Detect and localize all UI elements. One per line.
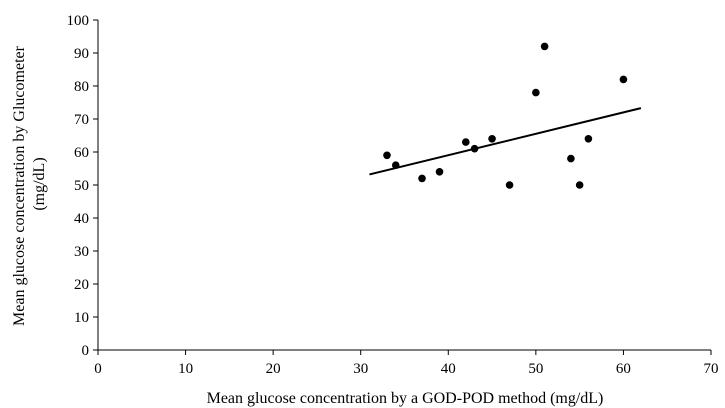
data-point — [575, 181, 584, 189]
data-point — [470, 144, 479, 153]
y-axis-title: Mean glucose concentration by Glucometer… — [11, 42, 48, 326]
data-point — [619, 75, 628, 84]
x-tick-label: 70 — [704, 361, 719, 377]
y-axis-title-line1: Mean glucose concentration by Glucometer — [11, 45, 28, 326]
data-point — [505, 181, 514, 189]
x-tick-label: 20 — [266, 361, 281, 377]
trendline-group — [369, 107, 642, 176]
y-tick-label: 80 — [74, 79, 89, 95]
data-point — [488, 135, 496, 143]
y-tick-label: 0 — [82, 343, 90, 359]
y-tick-label: 90 — [74, 46, 89, 62]
trendline — [369, 107, 642, 176]
y-tick-label: 10 — [74, 310, 89, 326]
y-tick-label: 70 — [74, 112, 89, 128]
data-point — [532, 88, 540, 97]
x-tick-label: 50 — [528, 361, 543, 377]
y-tick-label: 60 — [74, 145, 89, 161]
y-tick-label: 40 — [74, 211, 89, 227]
x-tick-label: 60 — [616, 361, 631, 377]
data-point — [540, 42, 549, 51]
y-tick-label: 100 — [67, 13, 90, 29]
data-point — [383, 151, 391, 160]
data-point — [584, 135, 593, 143]
data-point — [567, 154, 575, 163]
x-axis-title: Mean glucose concentration by a GOD-POD … — [207, 390, 604, 407]
x-tick-label: 40 — [441, 361, 456, 377]
y-axis-title-line2: (mg/dL) — [31, 157, 48, 210]
y-axis-ticks: 0 10 20 30 40 50 60 70 80 90 100 — [67, 13, 98, 359]
x-axis-ticks: 0 10 20 30 40 50 60 70 — [94, 350, 719, 377]
y-tick-label: 50 — [74, 178, 89, 194]
y-tick-label: 30 — [74, 244, 89, 260]
data-point — [391, 161, 400, 169]
y-tick-label: 20 — [74, 277, 89, 293]
data-point — [435, 168, 444, 176]
x-tick-label: 0 — [94, 361, 102, 377]
data-points — [383, 42, 628, 189]
data-point — [418, 174, 426, 183]
data-point — [462, 138, 470, 146]
x-tick-label: 30 — [353, 361, 368, 377]
x-tick-label: 10 — [178, 361, 193, 377]
axes — [97, 20, 711, 351]
